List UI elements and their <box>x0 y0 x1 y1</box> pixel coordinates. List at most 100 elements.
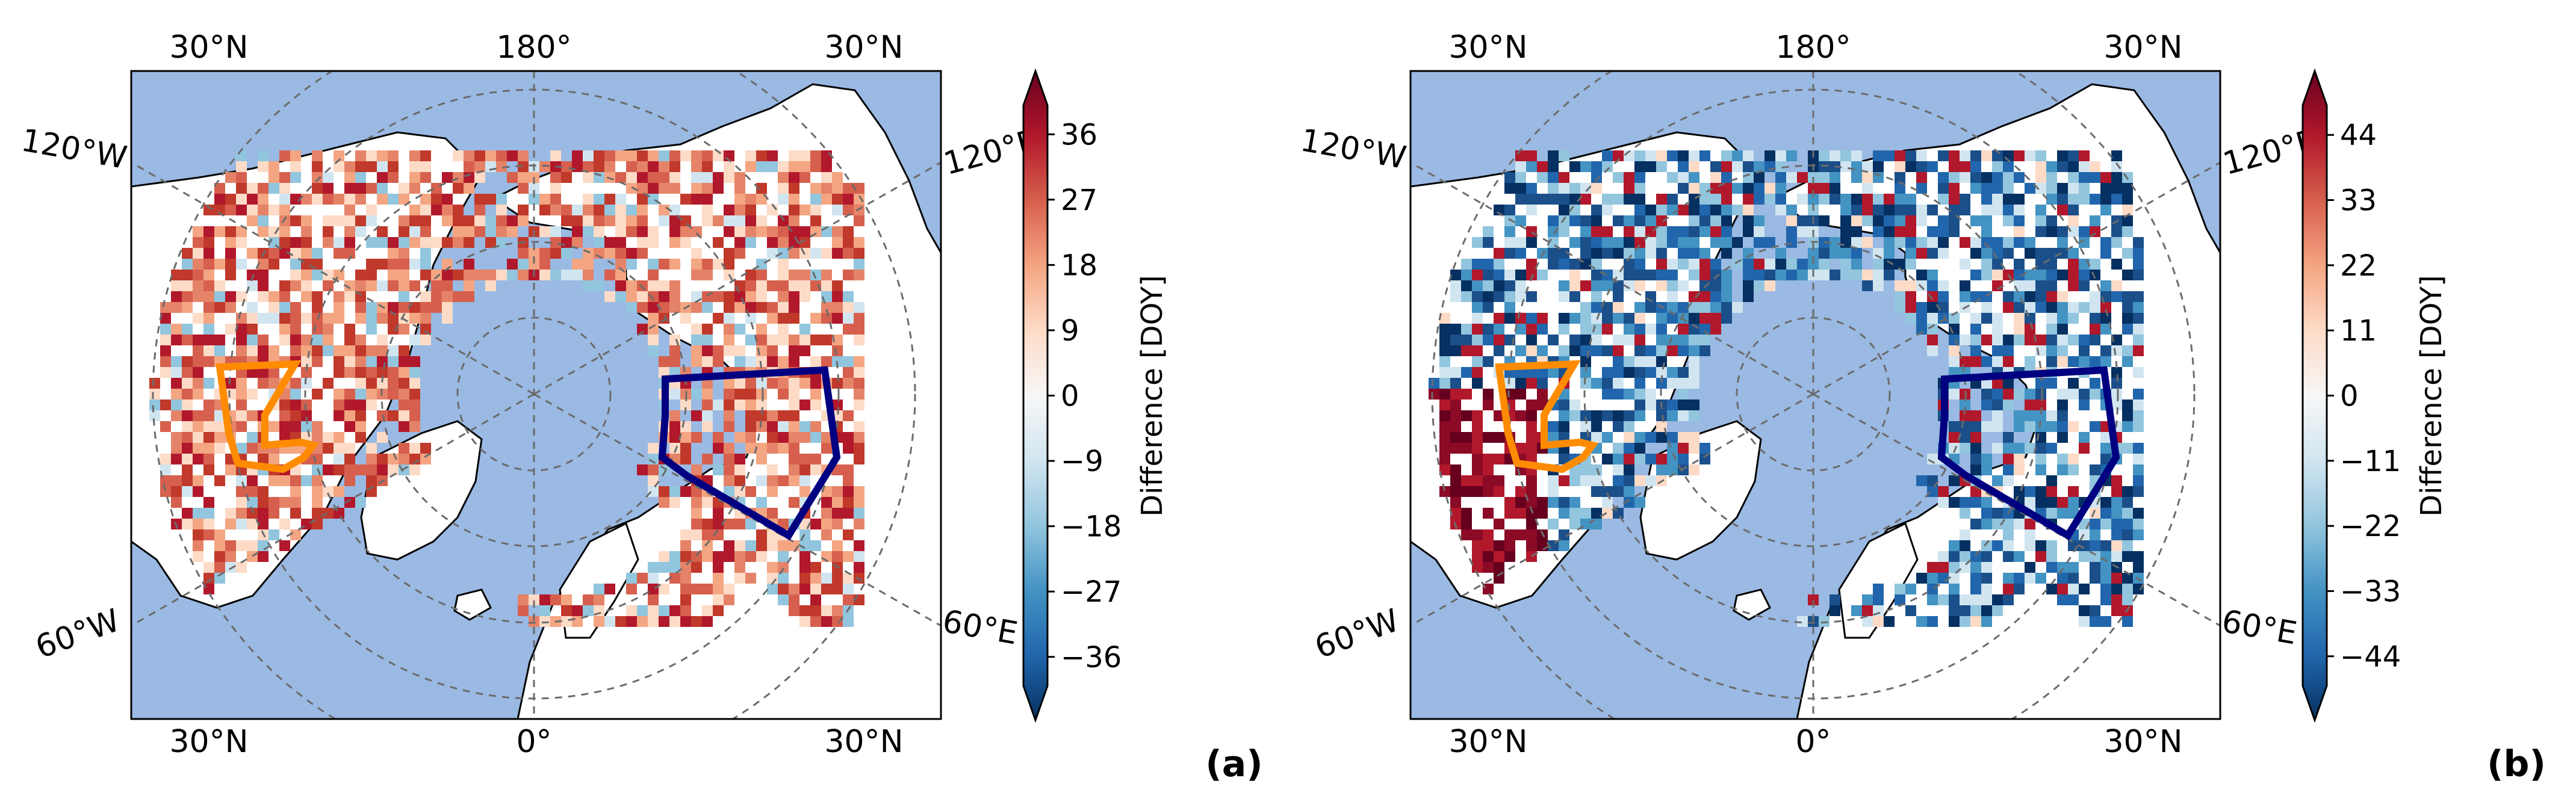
heatmap-cell <box>2133 367 2144 378</box>
heatmap-cell <box>290 378 301 389</box>
heatmap-cell <box>843 367 854 378</box>
heatmap-cell <box>2035 280 2046 291</box>
heatmap-cell <box>1775 194 1786 205</box>
heatmap-cell <box>1916 237 1927 248</box>
heatmap-cell <box>713 464 724 475</box>
heatmap-cell <box>821 302 832 313</box>
heatmap-cell <box>843 594 854 605</box>
heatmap-cell <box>1526 400 1537 410</box>
heatmap-cell <box>1689 150 1699 161</box>
heatmap-cell <box>691 259 702 270</box>
heatmap-cell <box>2057 497 2068 508</box>
heatmap-cell <box>1537 497 1548 508</box>
heatmap-cell <box>1472 421 1483 432</box>
heatmap-cell <box>268 313 279 324</box>
heatmap-cell <box>1710 194 1721 205</box>
heatmap-cell <box>1884 616 1895 627</box>
heatmap-cell <box>366 205 377 215</box>
heatmap-cell <box>745 280 756 291</box>
heatmap-cell <box>1645 324 1656 335</box>
heatmap-cell <box>1656 335 1667 345</box>
heatmap-cell <box>1656 464 1667 475</box>
heatmap-cell <box>1667 313 1678 324</box>
heatmap-cell <box>637 194 648 205</box>
orange-region-b <box>1495 360 1599 474</box>
heatmap-cell <box>1884 194 1895 205</box>
heatmap-cell <box>1970 594 1981 605</box>
heatmap-cell <box>431 194 442 205</box>
heatmap-cell <box>409 335 420 345</box>
heatmap-cell <box>2025 400 2035 410</box>
heatmap-cell <box>2057 464 2068 475</box>
heatmap-cell <box>854 215 864 226</box>
heatmap-cell <box>1472 237 1483 248</box>
heatmap-cell <box>1515 150 1526 161</box>
heatmap-cell <box>2090 335 2100 345</box>
heatmap-cell <box>626 150 637 161</box>
heatmap-cell <box>247 432 258 443</box>
heatmap-cell <box>420 454 431 464</box>
heatmap-cell <box>1526 410 1537 421</box>
heatmap-cell <box>1602 150 1613 161</box>
heatmap-cell <box>1656 226 1667 237</box>
heatmap-cell <box>1634 150 1645 161</box>
heatmap-cell <box>2068 248 2079 259</box>
heatmap-cell <box>832 616 843 627</box>
heatmap-cell <box>1960 280 1970 291</box>
heatmap-cell <box>2003 432 2014 443</box>
heatmap-cell <box>193 540 203 551</box>
heatmap-cell <box>1710 183 1721 194</box>
heatmap-cell <box>1559 259 1569 270</box>
heatmap-cell <box>2122 551 2133 562</box>
heatmap-cell <box>279 205 290 215</box>
heatmap-cell <box>778 194 789 205</box>
heatmap-cell <box>756 421 767 432</box>
heatmap-cell <box>1439 389 1450 400</box>
heatmap-cell <box>193 389 203 400</box>
heatmap-cell <box>2025 313 2035 324</box>
heatmap-cell <box>388 389 399 400</box>
heatmap-cell <box>1526 270 1537 280</box>
heatmap-cell <box>1613 280 1624 291</box>
heatmap-cell <box>1710 270 1721 280</box>
heatmap-cell <box>1754 161 1764 172</box>
heatmap-cell <box>2014 464 2025 475</box>
heatmap-cell <box>377 237 388 248</box>
heatmap-cell <box>355 302 366 313</box>
heatmap-cell <box>355 280 366 291</box>
heatmap-cell <box>1548 497 1559 508</box>
heatmap-cell <box>854 562 864 573</box>
heatmap-cell <box>799 573 810 584</box>
heatmap-cell <box>171 291 182 302</box>
heatmap-cell <box>1472 302 1483 313</box>
heatmap-cell <box>1851 172 1862 183</box>
heatmap-cell <box>203 280 214 291</box>
heatmap-cell <box>1905 161 1916 172</box>
heatmap-cell <box>225 248 236 259</box>
heatmap-cell <box>388 259 399 270</box>
heatmap-cell <box>160 302 171 313</box>
heatmap-cell <box>2035 389 2046 400</box>
heatmap-cell <box>1624 486 1634 497</box>
heatmap-cell <box>2035 378 2046 389</box>
heatmap-cell <box>1895 194 1905 205</box>
heatmap-cell <box>366 345 377 356</box>
heatmap-cell <box>474 205 485 215</box>
heatmap-cell <box>724 345 734 356</box>
heatmap-cell <box>799 270 810 280</box>
heatmap-cell <box>1927 226 1938 237</box>
heatmap-cell <box>236 400 247 410</box>
heatmap-cell <box>160 486 171 497</box>
heatmap-cell <box>1526 432 1537 443</box>
heatmap-cell <box>767 356 778 367</box>
heatmap-cell <box>464 150 474 161</box>
heatmap-cell <box>388 356 399 367</box>
heatmap-cell <box>1526 540 1537 551</box>
heatmap-cell <box>2079 194 2090 205</box>
heatmap-cell <box>366 280 377 291</box>
heatmap-cell <box>355 421 366 432</box>
heatmap-cell <box>344 454 355 464</box>
heatmap-cell <box>1992 183 2003 194</box>
heatmap-cell <box>1884 226 1895 237</box>
heatmap-cell <box>702 519 713 529</box>
